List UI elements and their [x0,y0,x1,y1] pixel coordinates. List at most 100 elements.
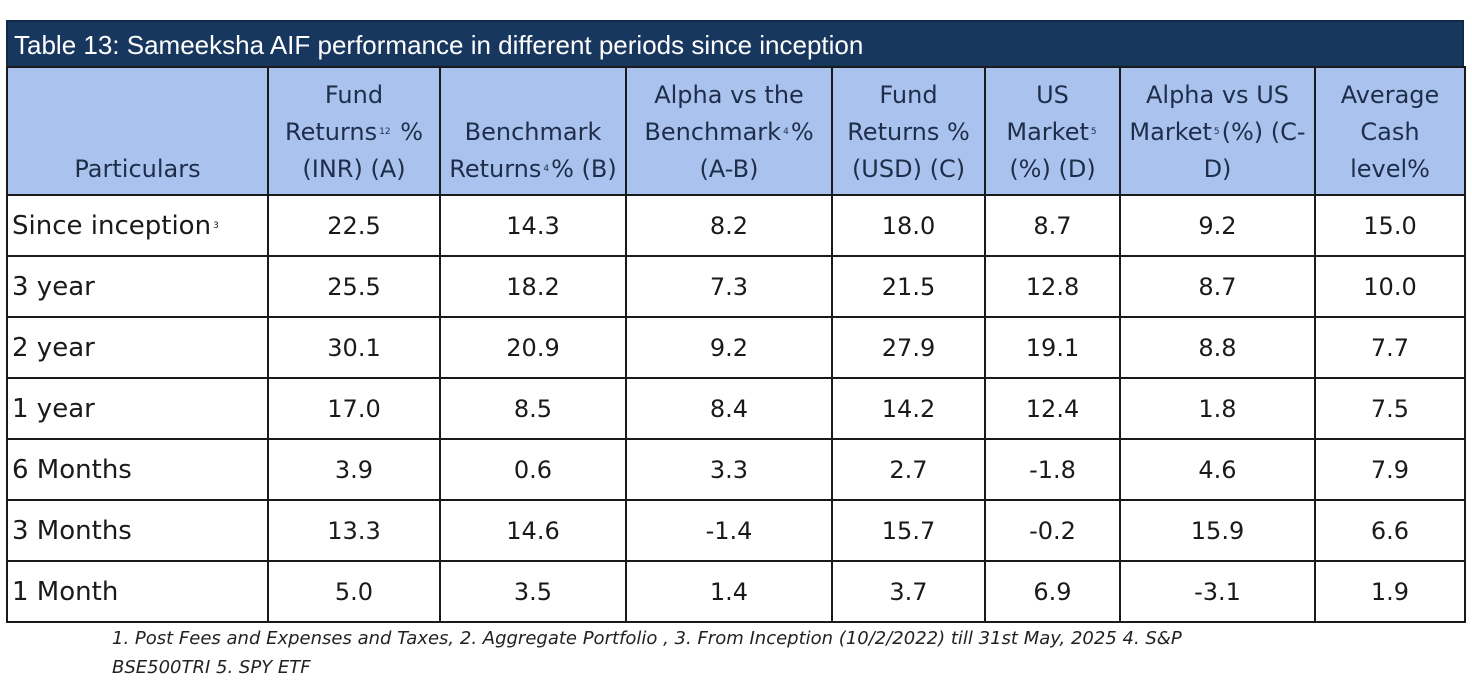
table-cell: 7.7 [1314,316,1466,379]
table-cell: 13.3 [267,499,441,562]
header-us-market: US Market 5 (%) (D) [984,66,1121,196]
header-benchmark-returns-suffix: % (B) [551,155,617,183]
table-cell: 12.8 [984,255,1121,318]
table-cell: 1.8 [1119,377,1316,440]
table-cell: 18.2 [439,255,627,318]
table-cell: 1.4 [625,560,833,623]
table-cell: 21.5 [831,255,986,318]
table-cell: 0.6 [439,438,627,501]
footnote-ref: 5 [1213,127,1220,137]
table-cell: 19.1 [984,316,1121,379]
table-cell: 8.7 [984,194,1121,257]
row-label: 3 Months [6,499,269,562]
table-cell: 6.6 [1314,499,1466,562]
table-cell: 5.0 [267,560,441,623]
footnote-ref: 4 [783,127,789,137]
table-row: 1 year 17.0 8.5 8.4 14.2 12.4 1.8 7.5 [6,377,1466,440]
header-fund-returns-usd-text: Fund Returns % (USD) (C) [847,81,970,183]
table-cell: 15.9 [1119,499,1316,562]
footnote-ref: 12 [379,127,391,137]
row-label-text: Since inception [12,210,212,241]
header-fund-returns-usd: Fund Returns % (USD) (C) [831,66,986,196]
header-average-cash-level: Average Cash level% [1314,66,1466,196]
table-cell: 22.5 [267,194,441,257]
header-benchmark-returns: Benchmark Returns 4% (B) [439,66,627,196]
table-cell: 15.0 [1314,194,1466,257]
table-cell: 12.4 [984,377,1121,440]
table-cell: 14.3 [439,194,627,257]
table-row: 1 Month 5.0 3.5 1.4 3.7 6.9 -3.1 1.9 [6,560,1466,623]
table-cell: 9.2 [1119,194,1316,257]
table-cell: 2.7 [831,438,986,501]
row-label: 2 year [6,316,269,379]
header-alpha-vs-benchmark-suffix: % (A-B) [699,118,814,183]
table-body: Since inception 3 22.5 14.3 8.2 18.0 8.7 … [6,194,1466,623]
header-benchmark-returns-text: Benchmark Returns [449,118,602,183]
header-us-market-text: US Market [1006,81,1089,146]
table-cell: 8.7 [1119,255,1316,318]
table-cell: 3.7 [831,560,986,623]
footnote: 1. Post Fees and Expenses and Taxes, 2. … [112,624,1412,682]
table-cell: 25.5 [267,255,441,318]
header-us-market-suffix: (%) (D) [1009,155,1096,183]
table-cell: 8.2 [625,194,833,257]
table-cell: 14.2 [831,377,986,440]
table-cell: -1.4 [625,499,833,562]
performance-table-container: Table 13: Sameeksha AIF performance in d… [6,20,1466,623]
table-row: 3 Months 13.3 14.6 -1.4 15.7 -0.2 15.9 6… [6,499,1466,562]
header-fund-returns-inr: Fund Returns 12 % (INR) (A) [267,66,441,196]
table-cell: 27.9 [831,316,986,379]
footnote-line-2: BSE500TRI 5. SPY ETF [112,657,311,678]
header-average-cash-level-text: Average Cash level% [1340,81,1440,183]
table-cell: 7.9 [1314,438,1466,501]
header-alpha-vs-us-market-suffix: (%) (C-D) [1203,118,1306,183]
table-cell: -0.2 [984,499,1121,562]
row-label: 6 Months [6,438,269,501]
footnote-ref: 5 [1090,127,1097,137]
table-title: Table 13: Sameeksha AIF performance in d… [6,20,1464,66]
table-cell: -3.1 [1119,560,1316,623]
table-cell: 8.4 [625,377,833,440]
footnote-ref: 3 [213,220,219,231]
table-cell: 17.0 [267,377,441,440]
table-cell: 1.9 [1314,560,1466,623]
header-alpha-vs-benchmark-text: Alpha vs the Benchmark [644,81,804,146]
table-row: Since inception 3 22.5 14.3 8.2 18.0 8.7 … [6,194,1466,257]
table-row: 6 Months 3.9 0.6 3.3 2.7 -1.8 4.6 7.9 [6,438,1466,501]
footnote-ref: 4 [543,164,550,174]
table-cell: 18.0 [831,194,986,257]
table-cell: 7.3 [625,255,833,318]
header-fund-returns-inr-text: Fund Returns [284,81,384,146]
table-cell: 7.5 [1314,377,1466,440]
table-row: 2 year 30.1 20.9 9.2 27.9 19.1 8.8 7.7 [6,316,1466,379]
header-alpha-vs-us-market-text: Alpha vs US Market [1129,81,1289,146]
row-label: 1 year [6,377,269,440]
row-label: 3 year [6,255,269,318]
header-fund-returns-inr-suffix: % (INR) (A) [302,118,424,183]
table-header: Particulars Fund Returns 12 % (INR) (A) B… [6,66,1466,196]
table-cell: 9.2 [625,316,833,379]
table-cell: 20.9 [439,316,627,379]
table-cell: 30.1 [267,316,441,379]
header-particulars-text: Particulars [74,155,201,183]
header-alpha-vs-benchmark: Alpha vs the Benchmark 4% (A-B) [625,66,833,196]
table-cell: 10.0 [1314,255,1466,318]
table-cell: 14.6 [439,499,627,562]
table-cell: 15.7 [831,499,986,562]
table-cell: 3.9 [267,438,441,501]
header-particulars: Particulars [6,66,269,196]
header-alpha-vs-us-market: Alpha vs US Market 5(%) (C-D) [1119,66,1316,196]
table-cell: 3.5 [439,560,627,623]
table-cell: 6.9 [984,560,1121,623]
table-cell: 4.6 [1119,438,1316,501]
table-cell: 8.8 [1119,316,1316,379]
table-cell: -1.8 [984,438,1121,501]
row-label: Since inception 3 [6,194,269,257]
performance-table: Particulars Fund Returns 12 % (INR) (A) B… [6,66,1466,623]
table-cell: 3.3 [625,438,833,501]
footnote-line-1: 1. Post Fees and Expenses and Taxes, 2. … [112,628,1182,649]
row-label: 1 Month [6,560,269,623]
table-row: 3 year 25.5 18.2 7.3 21.5 12.8 8.7 10.0 [6,255,1466,318]
table-cell: 8.5 [439,377,627,440]
header-row: Particulars Fund Returns 12 % (INR) (A) B… [6,66,1466,196]
